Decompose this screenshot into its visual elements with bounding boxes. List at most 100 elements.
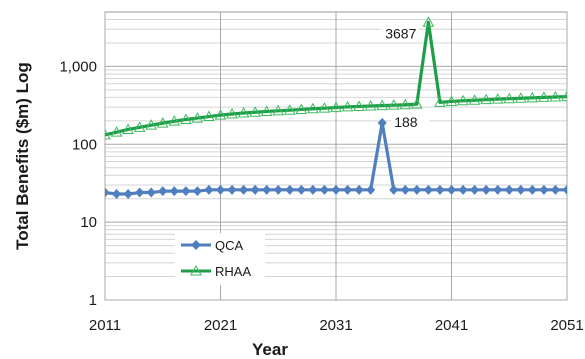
data-point-rhaa xyxy=(330,101,342,113)
data-point-rhaa xyxy=(226,107,238,119)
data-point-rhaa xyxy=(480,93,492,105)
data-point-qca xyxy=(435,184,445,195)
data-point-qca xyxy=(481,184,491,195)
x-tick-label: 2031 xyxy=(319,317,352,334)
data-point-qca xyxy=(366,184,376,195)
data-point-qca xyxy=(377,117,387,128)
data-point-rhaa xyxy=(168,115,181,126)
data-point-rhaa xyxy=(549,90,562,102)
data-point-qca xyxy=(319,184,329,195)
data-point-rhaa xyxy=(318,102,331,113)
data-point-qca xyxy=(562,184,567,195)
data-point-qca xyxy=(343,184,353,195)
legend-label-rhaa: RHAA xyxy=(215,264,251,279)
data-point-qca xyxy=(389,184,399,195)
data-point-rhaa xyxy=(457,94,469,106)
data-point-qca xyxy=(239,184,249,195)
data-point-rhaa xyxy=(237,106,250,118)
data-point-rhaa xyxy=(180,113,192,125)
data-point-qca xyxy=(146,187,156,198)
data-point-rhaa xyxy=(538,91,550,102)
data-point-rhaa xyxy=(422,16,435,27)
data-point-qca xyxy=(204,184,214,195)
data-point-rhaa xyxy=(445,95,458,106)
data-point-qca xyxy=(227,184,237,195)
data-point-qca xyxy=(458,184,468,195)
data-point-rhaa xyxy=(468,94,481,105)
data-point-rhaa xyxy=(434,96,446,107)
annotation-bg xyxy=(391,113,430,131)
annotation-label: 188 xyxy=(394,114,418,130)
series-qca xyxy=(105,117,567,199)
data-point-rhaa xyxy=(249,106,261,117)
data-point-rhaa xyxy=(260,105,273,116)
y-tick-labels: 1 10 100 1,000 xyxy=(59,58,97,309)
data-point-qca xyxy=(169,186,179,197)
data-point-rhaa xyxy=(364,99,377,111)
data-point-qca xyxy=(192,186,202,197)
data-point-rhaa xyxy=(526,91,539,103)
data-point-qca xyxy=(158,186,168,197)
data-point-qca xyxy=(493,184,503,195)
x-tick-label: 2011 xyxy=(89,317,121,334)
x-tick-label: 2021 xyxy=(204,317,237,334)
data-point-qca xyxy=(447,184,456,195)
data-point-rhaa xyxy=(214,109,227,120)
data-point-rhaa xyxy=(411,98,423,109)
data-point-rhaa xyxy=(341,100,354,112)
major-gridlines xyxy=(104,12,568,301)
y-tick-label: 1 xyxy=(89,292,97,309)
data-point-qca xyxy=(550,184,560,195)
data-point-rhaa xyxy=(145,119,158,130)
data-point-rhaa xyxy=(110,126,123,137)
data-point-qca xyxy=(539,184,549,195)
data-point-qca xyxy=(400,184,410,195)
data-point-rhaa xyxy=(387,99,400,110)
legend-marker-rhaa xyxy=(190,264,202,276)
data-point-rhaa xyxy=(307,102,319,114)
data-point-qca xyxy=(112,188,122,199)
data-point-qca xyxy=(123,188,133,199)
data-point-rhaa xyxy=(399,98,412,110)
data-point-rhaa xyxy=(191,112,204,123)
data-point-qca xyxy=(504,184,514,195)
series-layer xyxy=(105,16,567,199)
data-point-rhaa xyxy=(133,121,146,132)
x-tick-label: 2051 xyxy=(550,317,583,334)
data-point-rhaa xyxy=(203,110,215,122)
data-point-rhaa xyxy=(353,100,365,111)
data-point-rhaa xyxy=(503,92,516,104)
legend-label-qca: QCA xyxy=(215,238,244,253)
data-point-qca xyxy=(527,184,537,195)
x-tick-labels: 2011 2021 2031 2041 2051 xyxy=(89,317,584,334)
data-point-rhaa xyxy=(561,90,567,102)
data-point-qca xyxy=(412,184,422,195)
data-point-rhaa xyxy=(156,117,169,128)
data-point-qca xyxy=(216,184,225,195)
legend-marker-qca xyxy=(191,240,201,250)
data-point-qca xyxy=(296,184,306,195)
annotation-label: 3687 xyxy=(385,25,416,41)
data-point-rhaa xyxy=(122,123,134,134)
data-point-rhaa xyxy=(491,93,504,104)
y-tick-label: 10 xyxy=(80,214,97,231)
y-axis-title: Total Benefits ($m) Log xyxy=(13,62,32,250)
annotations: 3687 188 xyxy=(380,25,430,131)
y-tick-label: 100 xyxy=(72,136,97,153)
data-point-qca xyxy=(354,184,364,195)
data-point-qca xyxy=(262,184,272,195)
y-tick-label: 1,000 xyxy=(59,58,97,75)
data-point-qca xyxy=(423,184,433,195)
data-point-qca xyxy=(285,184,295,195)
data-point-qca xyxy=(331,184,341,195)
data-point-qca xyxy=(250,184,260,195)
data-point-rhaa xyxy=(514,92,527,103)
legend-box xyxy=(175,233,265,285)
data-point-qca xyxy=(181,186,191,197)
data-point-qca xyxy=(135,187,145,198)
data-point-rhaa xyxy=(295,103,308,114)
x-tick-label: 2041 xyxy=(435,317,468,334)
series-rhaa xyxy=(105,16,567,140)
annotation-bg xyxy=(380,25,419,43)
